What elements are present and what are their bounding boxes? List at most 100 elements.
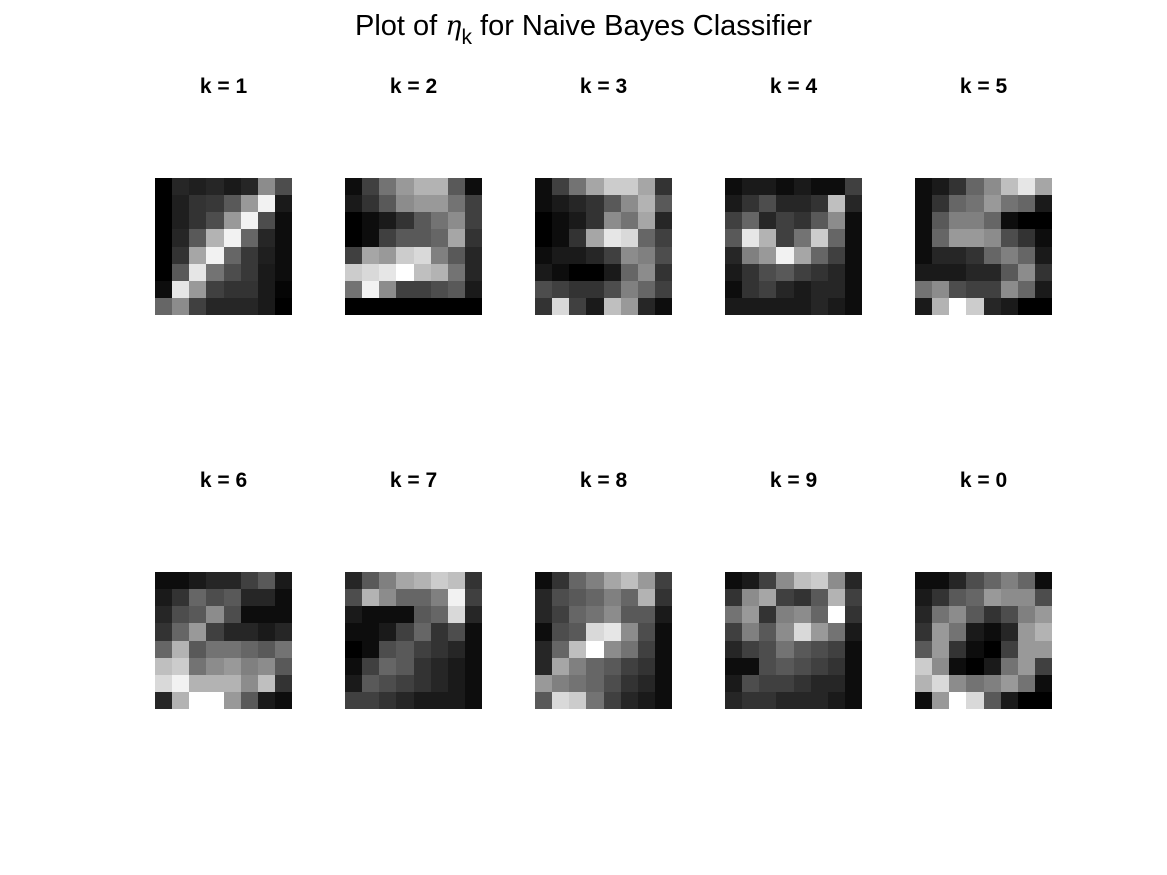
- heatmap-cell: [603, 212, 621, 230]
- heatmap-cell: [535, 263, 553, 281]
- heatmap-cell: [464, 606, 482, 624]
- heatmap-cell: [637, 212, 655, 230]
- heatmap-cell: [274, 195, 292, 213]
- heatmap-cell: [776, 674, 794, 692]
- heatmap-cell: [464, 640, 482, 658]
- heatmap-cell: [569, 674, 587, 692]
- heatmap-cell: [189, 640, 207, 658]
- heatmap-cell: [430, 640, 448, 658]
- heatmap-cell: [240, 657, 258, 675]
- heatmap-cell: [413, 229, 431, 247]
- heatmap-cell: [240, 263, 258, 281]
- heatmap-cell: [430, 674, 448, 692]
- heatmap-cell: [379, 691, 397, 709]
- heatmap-cell: [844, 229, 862, 247]
- heatmap-cell: [155, 195, 173, 213]
- heatmap-cell: [396, 640, 414, 658]
- heatmap-cell: [1000, 606, 1018, 624]
- heatmap-cell: [206, 640, 224, 658]
- heatmap-cell: [586, 212, 604, 230]
- heatmap-cell: [725, 263, 743, 281]
- panel-title: k = 3: [579, 75, 628, 98]
- heatmap-cell: [240, 674, 258, 692]
- heatmap-cell: [1017, 263, 1035, 281]
- heatmap-image: [915, 572, 1052, 709]
- heatmap-cell: [603, 572, 621, 590]
- heatmap-cell: [345, 297, 363, 315]
- heatmap-cell: [362, 640, 380, 658]
- heatmap-cell: [345, 263, 363, 281]
- heatmap-cell: [413, 691, 431, 709]
- heatmap-cell: [759, 572, 777, 590]
- heatmap-cell: [844, 195, 862, 213]
- heatmap-cell: [172, 606, 190, 624]
- heatmap-cell: [603, 297, 621, 315]
- heatmap-cell: [759, 623, 777, 641]
- heatmap-cell: [569, 589, 587, 607]
- heatmap-cell: [447, 212, 465, 230]
- heatmap-cell: [742, 280, 760, 298]
- heatmap-cell: [172, 623, 190, 641]
- heatmap-cell: [915, 589, 933, 607]
- heatmap-cell: [603, 178, 621, 196]
- heatmap-cell: [362, 572, 380, 590]
- heatmap-cell: [1000, 572, 1018, 590]
- heatmap-cell: [1000, 691, 1018, 709]
- heatmap-cell: [725, 674, 743, 692]
- heatmap-cell: [1000, 246, 1018, 264]
- heatmap-cell: [603, 623, 621, 641]
- heatmap-cell: [1017, 178, 1035, 196]
- heatmap-cell: [447, 229, 465, 247]
- heatmap-cell: [569, 229, 587, 247]
- heatmap-cell: [793, 606, 811, 624]
- heatmap-cell: [620, 178, 638, 196]
- heatmap-cell: [1017, 606, 1035, 624]
- heatmap-cell: [379, 195, 397, 213]
- heatmap-cell: [810, 606, 828, 624]
- heatmap-cell: [569, 606, 587, 624]
- heatmap-cell: [240, 280, 258, 298]
- heatmap-cell: [725, 589, 743, 607]
- heatmap-cell: [396, 623, 414, 641]
- heatmap-cell: [274, 229, 292, 247]
- heatmap-cell: [172, 229, 190, 247]
- heatmap-cell: [620, 263, 638, 281]
- heatmap-cell: [759, 263, 777, 281]
- heatmap-cell: [776, 572, 794, 590]
- title-subscript: k: [461, 26, 472, 49]
- heatmap-cell: [1034, 691, 1052, 709]
- heatmap-cell: [949, 178, 967, 196]
- heatmap-cell: [464, 674, 482, 692]
- heatmap-cell: [637, 657, 655, 675]
- heatmap-cell: [552, 195, 570, 213]
- heatmap-cell: [447, 572, 465, 590]
- heatmap-cell: [240, 572, 258, 590]
- heatmap-cell: [257, 657, 275, 675]
- heatmap-cell: [206, 589, 224, 607]
- heatmap-cell: [430, 229, 448, 247]
- heatmap-cell: [966, 657, 984, 675]
- heatmap-cell: [1034, 195, 1052, 213]
- heatmap-cell: [172, 640, 190, 658]
- heatmap-cell: [206, 280, 224, 298]
- heatmap-cell: [447, 263, 465, 281]
- heatmap-cell: [949, 623, 967, 641]
- heatmap-cell: [345, 572, 363, 590]
- heatmap-cell: [155, 178, 173, 196]
- panel-title: k = 7: [389, 469, 438, 492]
- heatmap-cell: [552, 606, 570, 624]
- heatmap-cell: [844, 280, 862, 298]
- heatmap-cell: [915, 297, 933, 315]
- heatmap-cell: [155, 657, 173, 675]
- heatmap-cell: [620, 640, 638, 658]
- heatmap-cell: [274, 263, 292, 281]
- heatmap-cell: [793, 572, 811, 590]
- heatmap-cell: [966, 212, 984, 230]
- heatmap-cell: [155, 674, 173, 692]
- heatmap-cell: [1034, 640, 1052, 658]
- heatmap-cell: [223, 589, 241, 607]
- heatmap-cell: [223, 297, 241, 315]
- heatmap-cell: [620, 246, 638, 264]
- heatmap-cell: [413, 674, 431, 692]
- heatmap-cell: [362, 263, 380, 281]
